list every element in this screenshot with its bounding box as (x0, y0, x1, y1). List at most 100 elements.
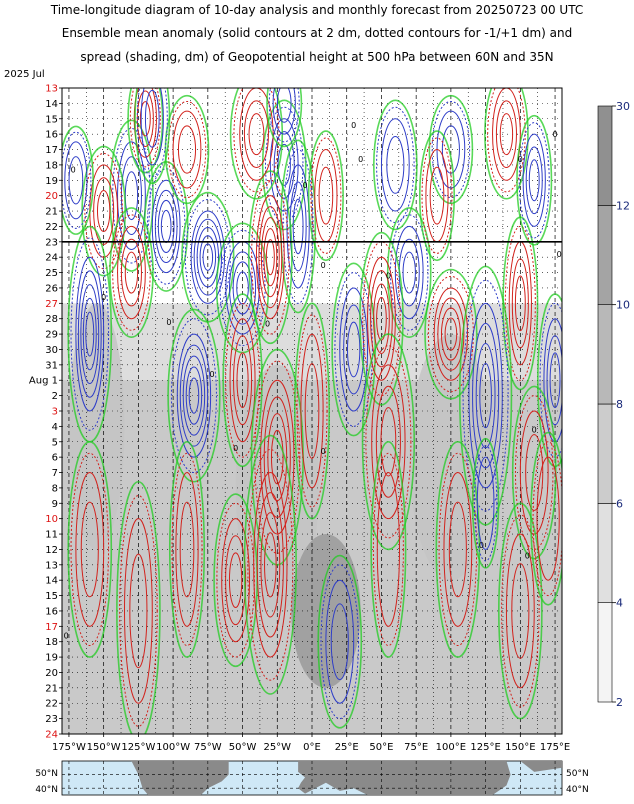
contour-solid-5-2 (292, 198, 304, 255)
contour-solid-3-1 (229, 251, 257, 325)
contour-solid-38-1 (225, 535, 247, 626)
contour-solid-17-1 (263, 396, 291, 518)
contour-solid-19-2 (346, 321, 361, 378)
contour-solid-31-2 (549, 352, 561, 409)
contour-solid-9-0 (133, 88, 157, 158)
contour-solid-29-1 (472, 322, 500, 469)
y-tick-label-21: 3 (52, 407, 58, 418)
zero-label-7: 0 (265, 319, 270, 328)
contour-zero-29 (458, 265, 513, 526)
contour-solid-7-0 (255, 195, 285, 320)
contour-zero-23 (359, 231, 404, 406)
colorbar-label-1: 4 (616, 597, 623, 610)
zero-label-11: 0 (351, 121, 356, 130)
contour-solid-35-1 (129, 553, 148, 669)
contour-dotted-28 (504, 225, 536, 381)
contour-dotted-37 (171, 452, 203, 647)
contour-dotted-14 (112, 214, 151, 331)
colorbar-segment-3 (597, 304, 613, 405)
contour-dotted-43 (501, 514, 540, 708)
contour-zero-37 (168, 440, 206, 658)
contour-solid-10-0 (172, 110, 202, 189)
contour-dotted-40 (320, 564, 360, 720)
contour-zero-7 (248, 170, 293, 345)
contour-dotted-45 (473, 445, 498, 562)
colorbar-label-6: 30 (616, 100, 630, 113)
contour-solid-2-2 (196, 227, 220, 288)
contour-solid-38-0 (221, 518, 251, 643)
world-map-strip: 50°N 40°N 50°N 40°N (35, 760, 589, 796)
y-tick-label-26: 8 (52, 483, 58, 494)
contour-solid-33-1 (375, 385, 401, 498)
map-land-polygon-1 (298, 761, 511, 795)
contour-solid-36-0 (75, 472, 105, 627)
contour-solid-12-1 (68, 156, 84, 205)
contour-zero-24 (424, 268, 478, 400)
chart-title-line-3: spread (shading, dm) of Geopotential hei… (80, 50, 553, 64)
zero-label-5: 0 (209, 370, 214, 379)
contour-zero-39 (243, 434, 297, 695)
contour-solid-1-1 (154, 189, 178, 264)
y-tick-label-12: 25 (45, 268, 58, 279)
colorbar-segment-0 (597, 602, 613, 703)
contour-zero-16 (222, 293, 263, 468)
y-tick-label-1: 14 (45, 99, 58, 110)
zero-label-1: 0 (71, 166, 76, 175)
y-tick-label-23: 5 (52, 437, 58, 448)
x-tick-label-11: 100°E (436, 742, 466, 753)
contour-solid-22-0 (394, 225, 424, 320)
contour-solid-2-0 (190, 210, 225, 304)
y-tick-label-6: 19 (45, 176, 58, 187)
contour-dotted-32 (514, 395, 554, 550)
contour-dotted-25 (431, 100, 471, 199)
contour-dotted-15 (170, 318, 217, 474)
map-land (75, 761, 562, 795)
colorbar-label-0: 2 (616, 696, 623, 709)
map-lat-label-right-50: 50°N (566, 769, 589, 779)
contour-solid-13-2 (80, 284, 100, 385)
x-tick-label-5: 50°W (229, 742, 257, 753)
zero-label-19: 0 (479, 541, 484, 550)
contour-solid-23-0 (367, 256, 396, 381)
contour-solid-12-0 (64, 141, 88, 220)
y-tick-label-20: 2 (52, 391, 58, 402)
contour-dotted-30 (518, 122, 550, 239)
contour-zero-12 (62, 125, 94, 235)
y-tick-label-8: 21 (45, 207, 58, 218)
map-land-polygon-0 (75, 761, 229, 795)
contour-zero-40 (317, 554, 363, 729)
contour-solid-16-0 (229, 318, 256, 443)
contour-solid-23-2 (373, 283, 390, 354)
contour-solid-4-2 (277, 143, 291, 186)
contour-solid-14-1 (120, 238, 142, 307)
y-tick-label-39: 21 (45, 683, 58, 694)
y-tick-label-41: 23 (45, 714, 58, 725)
contour-solid-8-0 (239, 88, 274, 181)
contour-zero-10 (164, 94, 210, 205)
contour-zero-34 (266, 88, 303, 148)
contour-solid-16-1 (233, 335, 253, 426)
contour-zero-15 (167, 308, 221, 483)
map-lat-label-right-40: 40°N (566, 785, 589, 795)
colorbar-label-3: 8 (616, 398, 623, 411)
contour-solid-39-3 (264, 532, 277, 598)
x-tick-label-6: 25°W (263, 742, 291, 753)
y-tick-label-36: 18 (45, 637, 58, 648)
zero-label-18: 0 (557, 250, 562, 259)
contour-solid-44-0 (536, 456, 560, 581)
contour-solid-9-2 (139, 101, 151, 137)
contour-solid-23-3 (376, 296, 387, 341)
contour-solid-27-2 (499, 113, 514, 156)
spread-region-3 (291, 534, 361, 688)
map-lat-label-left-40: 40°N (35, 785, 58, 795)
contour-dotted-12 (62, 131, 92, 229)
contour-zero-45 (471, 437, 500, 569)
contour-dotted-4 (264, 106, 304, 224)
contour-solid-3-2 (232, 261, 253, 315)
anomaly-contours (62, 88, 562, 734)
contour-solid-3-3 (236, 271, 249, 305)
contour-zero-11 (134, 88, 171, 185)
contour-dotted-23 (362, 241, 401, 397)
contour-solid-6-1 (93, 177, 115, 245)
contour-solid-28-2 (514, 275, 526, 332)
